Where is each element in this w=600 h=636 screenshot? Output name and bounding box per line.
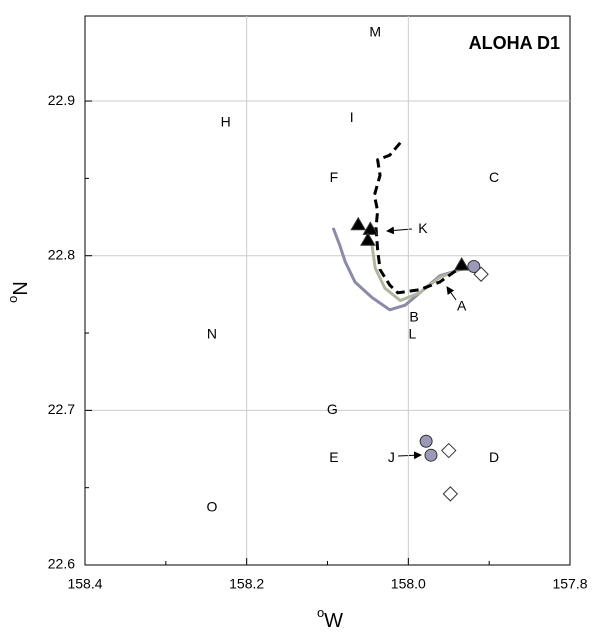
y-label: N (10, 281, 32, 295)
chart-title: ALOHA D1 (469, 33, 560, 53)
y-tick-label: 22.6 (48, 556, 75, 572)
station-label: L (408, 325, 416, 341)
circle-marker (419, 434, 433, 448)
y-axis-label: oN (5, 281, 32, 303)
x-tick-label: 158.2 (229, 576, 264, 592)
circle-marker (467, 260, 481, 274)
station-label: A (457, 297, 467, 313)
x-label: W (324, 610, 343, 632)
station-label: K (418, 220, 428, 236)
y-tick-label: 22.8 (48, 246, 75, 262)
plot-frame (84, 15, 571, 566)
station-label: M (369, 24, 381, 40)
x-tick-label: 157.8 (552, 576, 587, 592)
station-label: F (330, 169, 339, 185)
track (370, 244, 461, 303)
triangle-marker (362, 221, 379, 235)
station-label: H (221, 113, 231, 129)
diamond-marker (441, 442, 457, 459)
x-tick-label: 158.0 (391, 576, 426, 592)
station-label: O (206, 498, 217, 514)
x-label-sup: o (317, 605, 324, 620)
triangle-marker (350, 216, 367, 231)
station-label: C (489, 169, 499, 185)
station-label: J (388, 449, 395, 465)
y-label-sup: o (5, 296, 20, 303)
diamond-marker (442, 486, 459, 502)
x-axis-label: oW (317, 605, 343, 632)
arrow (446, 286, 457, 301)
arrow (397, 451, 422, 460)
y-tick-label: 22.9 (48, 92, 75, 108)
track (331, 227, 471, 312)
triangle-marker (453, 256, 470, 271)
track (372, 141, 463, 295)
station-label: I (350, 109, 354, 125)
y-tick-label: 22.7 (48, 401, 75, 417)
circle-marker (424, 448, 438, 462)
station-label: B (409, 308, 418, 324)
station-label: E (329, 449, 338, 465)
station-label: D (489, 449, 499, 465)
x-tick-label: 158.4 (67, 576, 102, 592)
diamond-marker (473, 266, 489, 282)
station-label: G (327, 401, 338, 417)
station-label: N (207, 325, 217, 341)
triangle-marker (360, 232, 376, 246)
